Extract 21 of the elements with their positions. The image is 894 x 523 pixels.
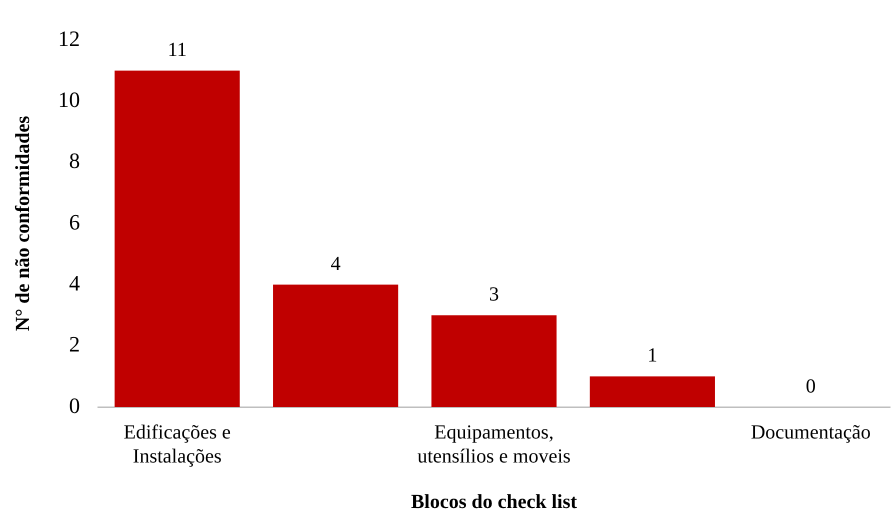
y-axis-title: N° de não conformidades [12, 116, 34, 332]
data-label: 11 [168, 38, 187, 61]
y-tick-label: 12 [58, 26, 80, 51]
bar [114, 70, 240, 407]
data-label: 1 [647, 344, 658, 367]
x-tick-label: Edificações e Instalações [124, 421, 231, 468]
y-tick-label: 6 [69, 209, 80, 234]
bar [431, 315, 557, 407]
y-tick-label: 0 [69, 392, 80, 418]
data-label: 0 [806, 375, 816, 398]
data-label: 3 [489, 284, 499, 306]
bar [273, 284, 398, 407]
x-tick-label: Documentação [750, 421, 871, 444]
y-tick-label: 4 [69, 270, 80, 296]
x-axis-title: Blocos do check list [410, 491, 578, 514]
y-tick-label: 8 [69, 148, 80, 174]
x-tick-label: Equipamentos, utensílios e moveis [417, 421, 571, 468]
data-label: 4 [330, 252, 341, 275]
y-tick-label: 2 [69, 332, 80, 357]
bar [590, 376, 715, 407]
y-tick-label: 10 [58, 86, 80, 112]
